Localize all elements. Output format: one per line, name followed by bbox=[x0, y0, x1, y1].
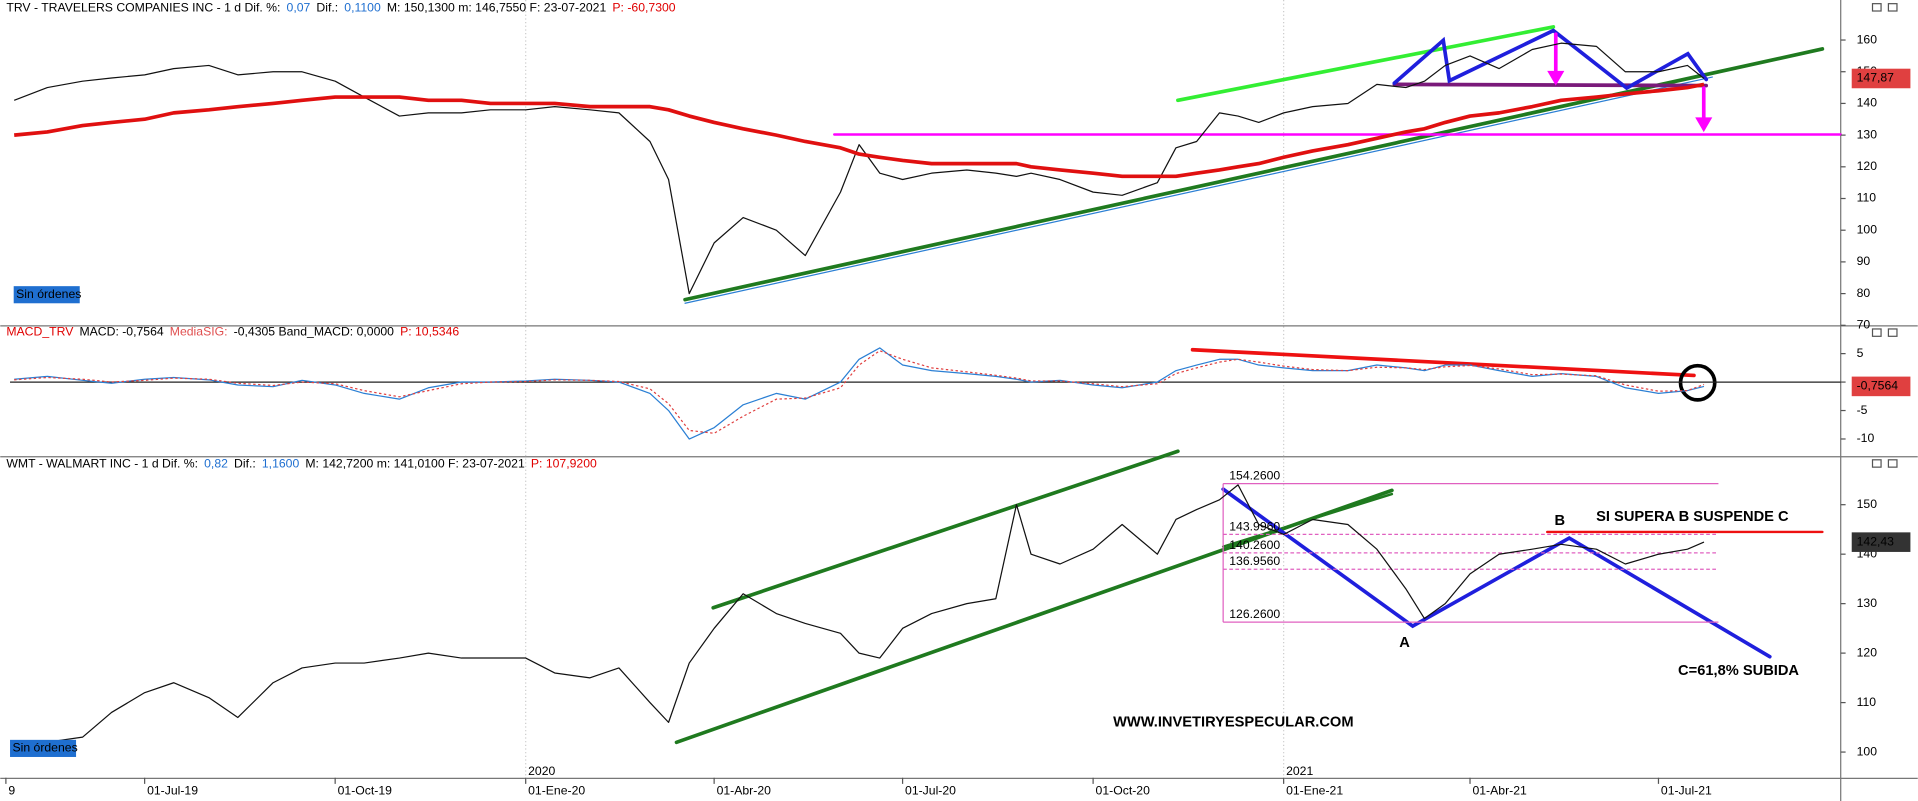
x-tick-label: 01-Oct-19 bbox=[338, 783, 393, 797]
price-line bbox=[14, 82, 1705, 179]
orders-badge-label: Sin órdenes bbox=[12, 741, 77, 755]
header-part: 0,82 bbox=[204, 457, 228, 471]
x-tick-label: 01-Jul-19 bbox=[147, 783, 198, 797]
orders-badge bbox=[13, 286, 80, 304]
header-part: Dif.: bbox=[316, 1, 338, 15]
y-tick-label: 100 bbox=[1857, 744, 1878, 758]
y-tick-label: 70 bbox=[1857, 318, 1871, 332]
last-value-box bbox=[1851, 376, 1911, 397]
header-part: Dif.: bbox=[234, 457, 256, 471]
y-tick-label: 80 bbox=[1857, 286, 1871, 300]
header-part: TRV - TRAVELERS COMPANIES INC - 1 d Dif.… bbox=[6, 1, 280, 15]
annotation: A bbox=[1399, 635, 1410, 651]
window-button[interactable] bbox=[1871, 328, 1882, 337]
x-tick-label: 01-Abr-21 bbox=[1472, 783, 1527, 797]
arrow-head bbox=[1695, 117, 1713, 133]
window-button[interactable] bbox=[1887, 3, 1898, 12]
trend-drawings bbox=[674, 25, 1842, 745]
fib-label: 136.9560 bbox=[1229, 554, 1280, 568]
y-tick-label: 100 bbox=[1857, 222, 1878, 236]
window-button[interactable] bbox=[1871, 3, 1882, 12]
annotation: WWW.INVETIRYESPECULAR.COM bbox=[1113, 715, 1353, 731]
trend-line bbox=[683, 47, 1825, 302]
header-part: -0,4305 Band_MACD: 0,0000 bbox=[234, 325, 395, 339]
panel-header: TRV - TRAVELERS COMPANIES INC - 1 d Dif.… bbox=[6, 1, 675, 15]
header-part: MACD_TRV bbox=[6, 325, 74, 339]
fib-label: 140.2600 bbox=[1229, 538, 1280, 552]
x-tick-label: 01-Jul-21 bbox=[1661, 783, 1712, 797]
abc-line bbox=[1221, 487, 1772, 659]
annotation: C=61,8% SUBIDA bbox=[1678, 663, 1799, 679]
neckline bbox=[1392, 82, 1709, 88]
trend-line bbox=[1190, 347, 1696, 378]
orders-badge-label: Sin órdenes bbox=[16, 287, 81, 301]
y-tick-label: 90 bbox=[1857, 254, 1871, 268]
y-tick-label: 130 bbox=[1857, 127, 1878, 141]
window-button[interactable] bbox=[1871, 459, 1882, 468]
header-part: P: -60,7300 bbox=[612, 1, 675, 15]
y-tick-label: 120 bbox=[1857, 645, 1878, 659]
last-value-box bbox=[1851, 532, 1911, 552]
trend-line bbox=[1176, 25, 1556, 103]
header-part: M: 150,1300 m: 146,7550 F: 23-07-2021 bbox=[387, 1, 607, 15]
window-buttons bbox=[1871, 3, 1898, 468]
channel-line bbox=[711, 449, 1180, 610]
last-value-label: 147,87 bbox=[1857, 71, 1895, 85]
fib-label: 126.2600 bbox=[1229, 607, 1280, 621]
fib-label: 143.9960 bbox=[1229, 519, 1280, 533]
y-tick-label: 110 bbox=[1857, 695, 1877, 709]
y-tick-label: 150 bbox=[1857, 497, 1878, 511]
y-tick-label: -5 bbox=[1857, 403, 1868, 417]
last-value-label: 142,43 bbox=[1857, 534, 1895, 548]
x-tick-label: 01-Jul-20 bbox=[905, 783, 956, 797]
price-line bbox=[14, 484, 1705, 748]
header-part: WMT - WALMART INC - 1 d Dif. %: bbox=[6, 457, 198, 471]
y-tick-label: 5 bbox=[1857, 346, 1864, 360]
year-label: 2021 bbox=[1286, 764, 1313, 778]
header-part: MACD: -0,7564 bbox=[79, 325, 163, 339]
header-part: P: 10,5346 bbox=[400, 325, 459, 339]
price-line bbox=[14, 347, 1705, 440]
price-line bbox=[13, 42, 1705, 295]
x-tick-label: 01-Abr-20 bbox=[717, 783, 772, 797]
price-line bbox=[14, 350, 1705, 434]
header-part: 0,1100 bbox=[344, 1, 381, 15]
header-part: P: 107,9200 bbox=[531, 457, 597, 471]
channel-line bbox=[1221, 492, 1394, 548]
y-tick-label: 130 bbox=[1857, 596, 1878, 610]
last-value-box bbox=[1851, 68, 1911, 89]
header-part: 1,1600 bbox=[262, 457, 300, 471]
x-tick-label: 01-Ene-21 bbox=[1286, 783, 1343, 797]
x-tick-label: 01-Oct-20 bbox=[1096, 783, 1151, 797]
header-part: MediaSIG: bbox=[170, 325, 228, 339]
x-tick-label: 01-Ene-20 bbox=[528, 783, 585, 797]
pattern-line bbox=[1392, 28, 1709, 91]
trend-line bbox=[684, 76, 1713, 304]
annotation: B bbox=[1555, 513, 1566, 529]
panel-header: MACD_TRV MACD: -0,7564 MediaSIG: -0,4305 Ba… bbox=[6, 325, 459, 339]
orders-badge bbox=[10, 739, 77, 757]
y-tick-label: -10 bbox=[1857, 431, 1875, 445]
year-label: 2020 bbox=[528, 764, 555, 778]
window-button[interactable] bbox=[1887, 328, 1898, 337]
y-tick-label: 120 bbox=[1857, 159, 1878, 173]
y-tick-label: 160 bbox=[1857, 32, 1878, 46]
y-tick-label: 110 bbox=[1857, 191, 1877, 205]
plot-layer: TRV - TRAVELERS COMPANIES INC - 1 d Dif.… bbox=[5, 1, 1911, 797]
last-value-label: -0,7564 bbox=[1857, 379, 1899, 393]
header-part: M: 142,7200 m: 141,0100 F: 23-07-2021 bbox=[305, 457, 525, 471]
window-button[interactable] bbox=[1887, 459, 1898, 468]
annotation: SI SUPERA B SUSPENDE C bbox=[1596, 509, 1789, 525]
arrow-head bbox=[1547, 70, 1565, 86]
x-tick-label: 9 bbox=[8, 783, 15, 797]
highlight-circle bbox=[1678, 363, 1717, 402]
fib-label: 154.2600 bbox=[1229, 469, 1280, 483]
y-tick-label: 140 bbox=[1857, 96, 1878, 110]
header-part: 0,07 bbox=[287, 1, 311, 15]
panel-header: WMT - WALMART INC - 1 d Dif. %: 0,82 Dif.:… bbox=[6, 457, 597, 471]
